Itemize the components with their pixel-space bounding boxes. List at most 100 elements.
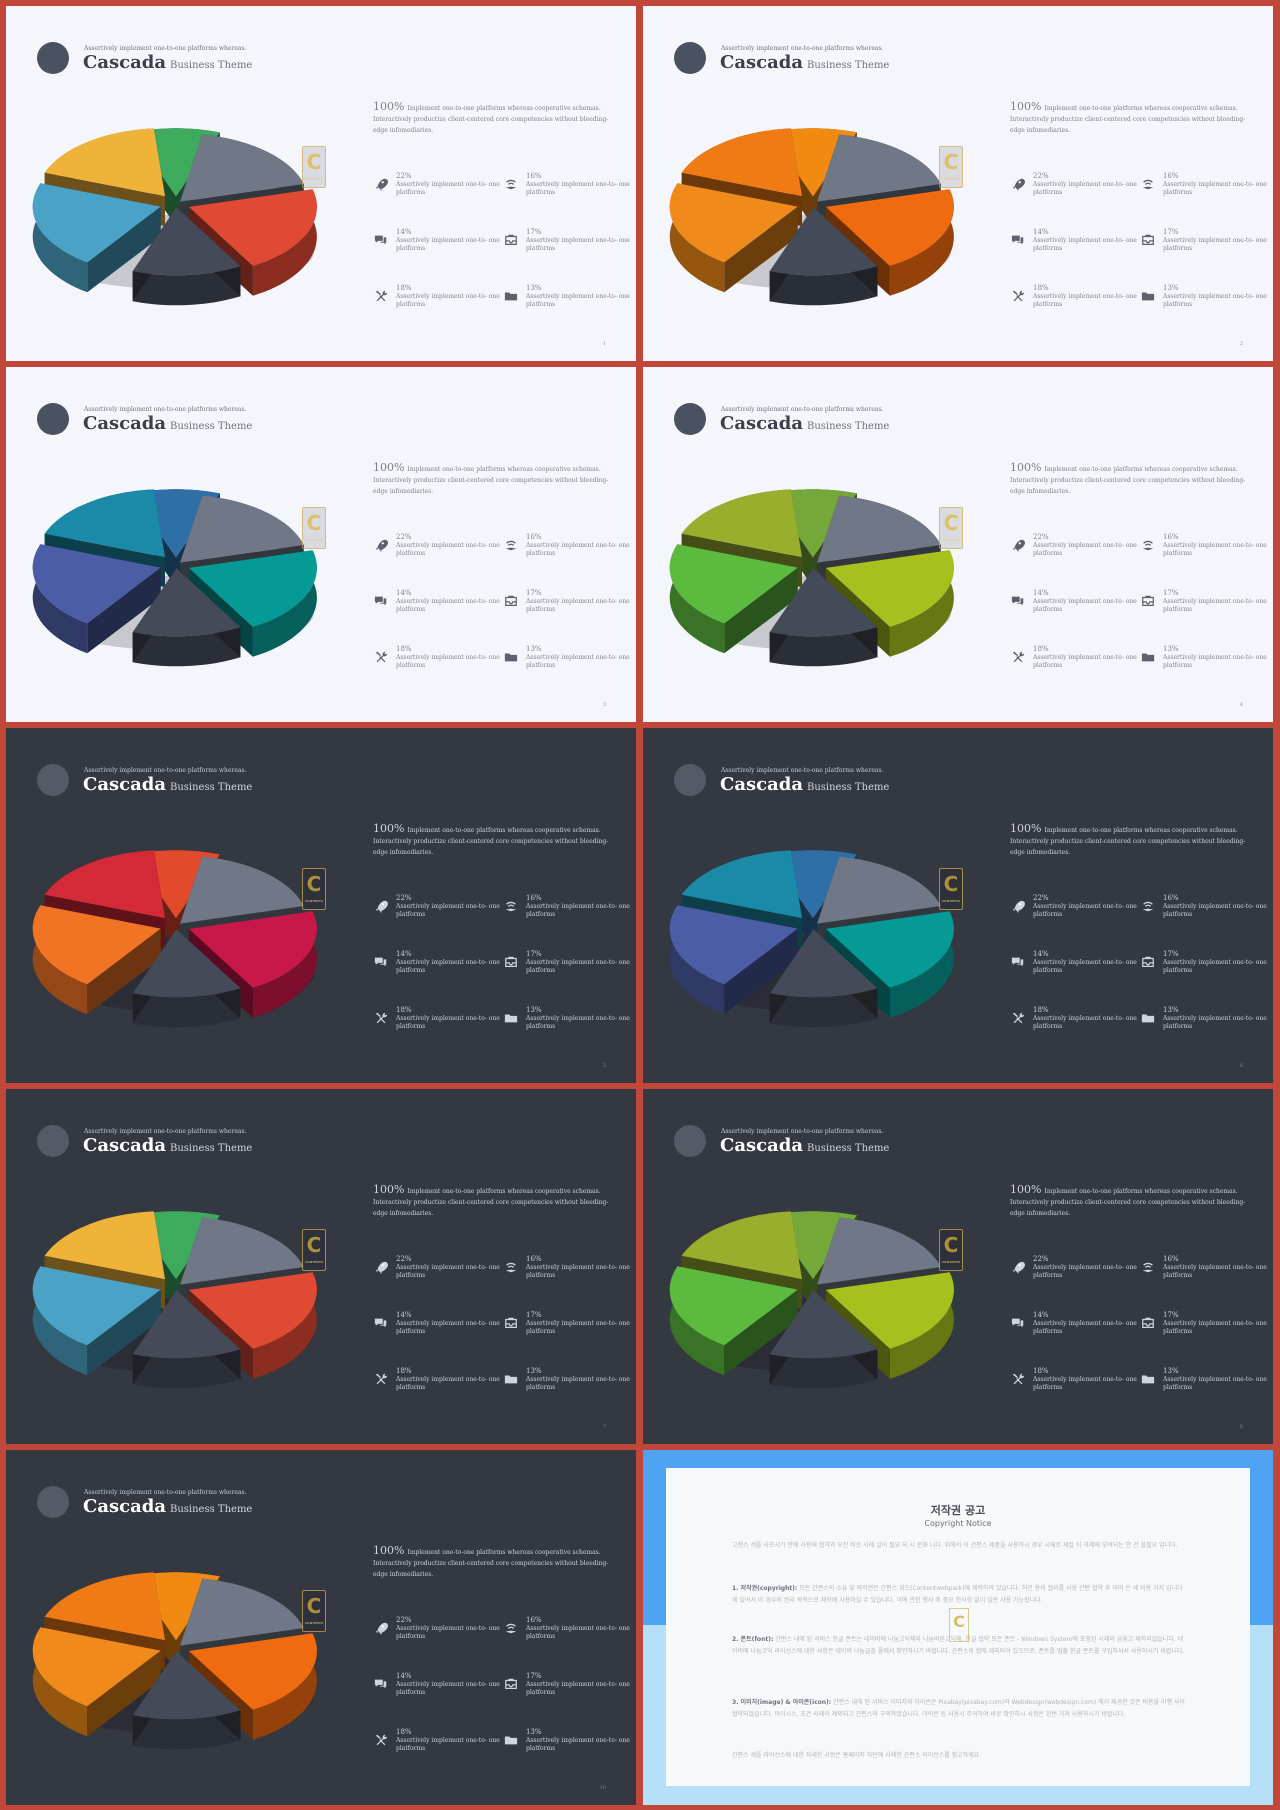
slide-thumbnail-5[interactable]: C CONTENTS Assertively implement one-to-o… — [6, 728, 636, 1083]
stat-percentage: 22% — [1033, 172, 1049, 180]
folder-icon — [504, 1371, 518, 1385]
stat-percentage: 13% — [1163, 1367, 1179, 1375]
inbox-icon — [1141, 593, 1155, 607]
stat-text: Assertively implement one-to- one platfo… — [526, 1737, 630, 1752]
stat-text: Assertively implement one-to- one platfo… — [526, 1681, 630, 1696]
stat-percentage: 17% — [526, 950, 542, 958]
intro-percentage: 100% — [373, 1544, 405, 1557]
stat-text: Assertively implement one-to- one platfo… — [1033, 181, 1137, 196]
copyright-title: 저작권 공고 — [930, 1504, 986, 1517]
slice-blue — [669, 183, 798, 293]
slide-thumbnail-1[interactable]: C CONTENTS Assertively implement one-to-o… — [6, 6, 636, 361]
stat-text: Assertively implement one-to- one platfo… — [396, 542, 500, 557]
page-number: 10 — [599, 1785, 606, 1791]
slide-thumbnail-8[interactable]: C CONTENTS Assertively implement one-to-o… — [643, 1089, 1273, 1444]
intro-percentage: 100% — [373, 461, 405, 474]
kicker-text: Assertively implement one-to-one platfor… — [721, 1128, 884, 1135]
stat-percentage: 16% — [1163, 172, 1179, 180]
stat-item: 18% Assertively implement one-to- one pla… — [1033, 645, 1143, 670]
stat-text: Assertively implement one-to- one platfo… — [1163, 959, 1267, 974]
slice-blue — [32, 1627, 161, 1737]
slide-thumbnail-7[interactable]: C CONTENTS Assertively implement one-to-o… — [6, 1089, 636, 1444]
intro-percentage: 100% — [373, 1183, 405, 1196]
slide-thumbnail-9[interactable]: C CONTENTS Assertively implement one-to-o… — [6, 1450, 636, 1805]
pie-chart-3d — [669, 128, 954, 306]
watermark-logo: C CONTENTS — [302, 1229, 326, 1271]
stat-percentage: 18% — [1033, 1367, 1049, 1375]
stat-text: Assertively implement one-to- one platfo… — [526, 1625, 630, 1640]
slide-title-row: Cascada Business Theme — [83, 413, 252, 434]
pie-chart-3d — [669, 1211, 954, 1389]
stat-percentage: 14% — [396, 950, 412, 958]
stat-percentage: 22% — [1033, 894, 1049, 902]
inbox-icon — [504, 232, 518, 246]
slide-thumbnail-copyright[interactable]: 저작권 공고 Copyright Notice 고렌스 세플 사프시기 한에 사… — [643, 1450, 1273, 1805]
logo-circle — [674, 764, 706, 796]
stat-item: 22% Assertively implement one-to- one pla… — [1033, 1255, 1143, 1280]
stat-text: Assertively implement one-to- one platfo… — [526, 959, 630, 974]
logo-circle — [674, 1125, 706, 1157]
slide-thumbnail-4[interactable]: C CONTENTS Assertively implement one-to-o… — [643, 367, 1273, 722]
chat-icon — [374, 232, 388, 246]
stat-item: 18% Assertively implement one-to- one pla… — [1033, 1367, 1143, 1392]
slice-dark — [769, 1290, 878, 1389]
stat-percentage: 18% — [1033, 284, 1049, 292]
stat-text: Assertively implement one-to- one platfo… — [526, 1015, 630, 1030]
stat-text: Assertively implement one-to- one platfo… — [1163, 1376, 1267, 1391]
stat-percentage: 13% — [526, 645, 542, 653]
logo-circle — [37, 1486, 69, 1518]
slide-subtitle: Business Theme — [170, 60, 253, 71]
slide-title-row: Cascada Business Theme — [720, 774, 889, 795]
slide-subtitle: Business Theme — [170, 1143, 253, 1154]
tools-icon — [1011, 1010, 1025, 1024]
stat-text: Assertively implement one-to- one platfo… — [1033, 598, 1137, 613]
intro-percentage: 100% — [1010, 822, 1042, 835]
tools-icon — [374, 649, 388, 663]
pie-chart-3d — [669, 489, 954, 667]
slice-blue — [669, 905, 798, 1015]
stat-item: 13% Assertively implement one-to- one pla… — [526, 645, 636, 670]
stat-item: 16% Assertively implement one-to- one pla… — [1163, 533, 1273, 558]
copyright-card: 저작권 공고 Copyright Notice 고렌스 세플 사프시기 한에 사… — [666, 1468, 1250, 1786]
slide-title: Cascada — [83, 774, 166, 795]
chat-icon — [374, 1676, 388, 1690]
intro-paragraph: 100% Implement one-to-one platforms where… — [1010, 101, 1250, 136]
stat-percentage: 14% — [1033, 228, 1049, 236]
slice-blue — [32, 905, 161, 1015]
slide-thumbnail-2[interactable]: C CONTENTS Assertively implement one-to-o… — [643, 6, 1273, 361]
stat-item: 22% Assertively implement one-to- one pla… — [396, 1616, 506, 1641]
stat-percentage: 17% — [526, 589, 542, 597]
slice-blue — [669, 544, 798, 654]
stat-item: 22% Assertively implement one-to- one pla… — [1033, 533, 1143, 558]
watermark-logo: C CONTENTS — [302, 507, 326, 549]
stat-text: Assertively implement one-to- one platfo… — [1033, 237, 1137, 252]
stat-percentage: 22% — [396, 1616, 412, 1624]
stat-percentage: 17% — [526, 1311, 542, 1319]
tools-icon — [1011, 1371, 1025, 1385]
stat-text: Assertively implement one-to- one platfo… — [526, 1264, 630, 1279]
stat-percentage: 14% — [1033, 950, 1049, 958]
stat-item: 16% Assertively implement one-to- one pla… — [526, 1616, 636, 1641]
slide-thumbnail-3[interactable]: C CONTENTS Assertively implement one-to-o… — [6, 367, 636, 722]
chat-icon — [1011, 1315, 1025, 1329]
signal-icon — [1141, 898, 1155, 912]
stat-item: 16% Assertively implement one-to- one pla… — [1163, 172, 1273, 197]
tools-icon — [374, 1371, 388, 1385]
intro-text: Implement one-to-one platforms whereas c… — [373, 1188, 609, 1217]
pie-chart-3d — [32, 850, 317, 1028]
stat-percentage: 14% — [396, 1311, 412, 1319]
slide-subtitle: Business Theme — [807, 60, 890, 71]
stat-percentage: 18% — [1033, 645, 1049, 653]
inbox-icon — [504, 954, 518, 968]
pie-chart-3d — [669, 850, 954, 1028]
stat-percentage: 13% — [1163, 645, 1179, 653]
stat-item: 14% Assertively implement one-to- one pla… — [1033, 950, 1143, 975]
slide-thumbnail-6[interactable]: C CONTENTS Assertively implement one-to-o… — [643, 728, 1273, 1083]
stat-text: Assertively implement one-to- one platfo… — [1163, 598, 1267, 613]
stat-text: Assertively implement one-to- one platfo… — [396, 293, 500, 308]
stat-text: Assertively implement one-to- one platfo… — [1033, 654, 1137, 669]
stat-item: 14% Assertively implement one-to- one pla… — [396, 589, 506, 614]
copyright-intro: 고렌스 세플 사프시기 한에 사용에 협약과 오전 비슷 사례 일이 필요 되 … — [732, 1542, 1178, 1549]
stat-item: 13% Assertively implement one-to- one pla… — [1163, 645, 1273, 670]
slide-title-row: Cascada Business Theme — [83, 774, 252, 795]
